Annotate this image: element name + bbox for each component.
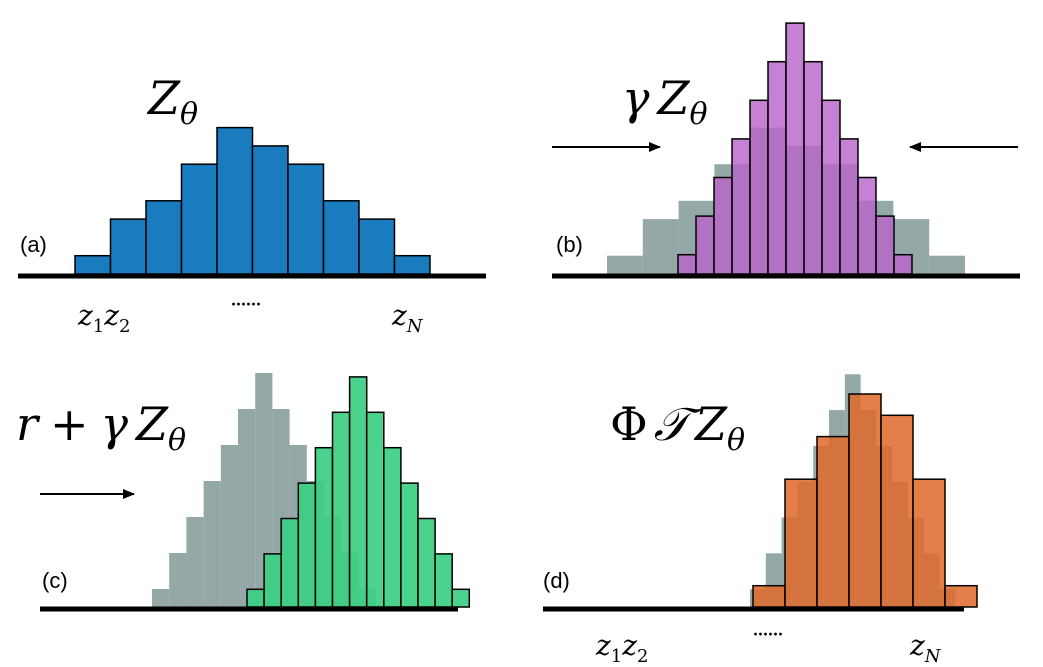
panel-b-bar: [713, 176, 733, 275]
panel-b-bar: [767, 60, 787, 275]
panel-c-gray-bar: [203, 481, 221, 607]
panel-c-bar: [383, 446, 402, 608]
panel-d-histogram: [752, 393, 978, 608]
panel-c-bar: [314, 446, 334, 608]
panel-c-gray-bar: [169, 553, 187, 607]
panel-b-bar: [749, 99, 769, 275]
panel-a-title: Zθ: [146, 71, 198, 132]
panel-b-title: γ Zθ: [622, 71, 708, 132]
panel-a-bar: [109, 218, 147, 275]
panel-c-bar: [297, 482, 317, 608]
panel-c-title-sub: θ: [168, 423, 186, 458]
panel-c-bar: [400, 482, 419, 608]
panel-c-bar: [246, 588, 265, 608]
panel-d: (d) Φ 𝒯 Zθ z1z2 ······ zN: [543, 374, 978, 667]
panel-a: (a) Zθ z1z2 ······ zN: [18, 71, 486, 337]
panel-b-gray-bar: [642, 219, 679, 274]
panel-d-bar: [784, 478, 818, 608]
panel-a-bar: [251, 145, 289, 275]
panel-c-title-plus: +: [50, 397, 89, 451]
panel-a-bar: [74, 254, 112, 275]
panel-b-gray-bar: [607, 255, 643, 274]
panel-c-histogram: [246, 376, 471, 608]
panel-c-label: (c): [42, 568, 68, 593]
panel-b-bar: [803, 60, 823, 275]
panel-b-bar: [857, 176, 877, 275]
panel-c-title-main: Z: [134, 397, 169, 451]
panel-a-title-main: Z: [146, 71, 181, 125]
panel-b-gray-bar: [929, 255, 965, 274]
panel-d-bar: [848, 393, 882, 608]
panel-c-bar: [365, 411, 385, 608]
panel-d-bar: [912, 478, 946, 608]
panel-b-bar: [677, 253, 697, 275]
panel-c-bar: [331, 411, 351, 608]
panel-a-x-first: z1z2: [77, 299, 130, 337]
panel-c-bar: [451, 588, 471, 608]
panel-d-bar: [816, 435, 850, 608]
panel-c-gray-bar: [255, 373, 273, 607]
panel-c-gray-bar: [220, 445, 238, 607]
panel-b: (b) γ Zθ: [552, 22, 1020, 279]
panel-b-label: (b): [556, 232, 583, 257]
panel-b-title-gamma: γ: [622, 71, 650, 125]
panel-c-title-r: r: [16, 397, 41, 451]
panel-b-bar: [821, 99, 841, 275]
panel-b-bar: [875, 215, 895, 275]
panel-b-bar: [893, 253, 913, 275]
panel-d-bar: [752, 584, 786, 608]
panel-d-bar: [880, 414, 914, 608]
panel-b-bar: [839, 138, 859, 275]
panel-c-gray-bar: [186, 517, 204, 607]
panel-b-bar: [731, 138, 751, 275]
panel-b-title-main: Z: [656, 71, 691, 125]
panel-a-bar: [180, 163, 218, 275]
panel-a-bar: [287, 163, 325, 275]
panel-c-title-gamma: γ: [101, 397, 129, 451]
panel-b-bar: [695, 215, 715, 275]
panel-d-bar: [944, 584, 978, 608]
panel-a-x-last: zN: [391, 299, 424, 337]
panel-b-bar: [785, 22, 805, 275]
panel-a-bar: [393, 254, 431, 275]
panel-c-bar: [280, 517, 300, 608]
panel-a-label: (a): [20, 232, 47, 257]
panel-c-bar: [348, 376, 368, 608]
panel-d-title-main: Z: [693, 397, 728, 451]
panel-c-gray-bar: [152, 589, 170, 607]
panel-b-histogram: [677, 22, 913, 275]
panel-d-title-sub: θ: [727, 423, 745, 458]
panel-c-gray-bar: [238, 409, 256, 607]
panel-d-x-dots: ······: [752, 623, 782, 648]
panel-c-bar: [263, 553, 282, 608]
panel-d-label: (d): [543, 568, 570, 593]
panel-d-title: Φ 𝒯 Zθ: [610, 397, 745, 458]
panel-c-title: r + γ Zθ: [16, 397, 186, 458]
panel-c-bar: [417, 517, 436, 608]
panel-a-bar: [145, 200, 183, 275]
panel-d-x-last: zN: [909, 629, 942, 667]
panel-a-title-sub: θ: [180, 97, 198, 132]
panel-c-bar: [434, 553, 453, 608]
panel-a-x-dots: ······: [230, 293, 260, 318]
panel-d-x-first: z1z2: [595, 629, 648, 667]
panel-a-bar: [216, 126, 254, 275]
panel-b-title-sub: θ: [689, 97, 707, 132]
panel-a-bar: [358, 218, 396, 275]
panel-a-histogram: [74, 126, 431, 275]
panel-a-bar: [322, 200, 360, 275]
panel-d-title-phi: Φ: [610, 397, 648, 451]
panel-c: (c) r + γ Zθ: [16, 373, 471, 612]
